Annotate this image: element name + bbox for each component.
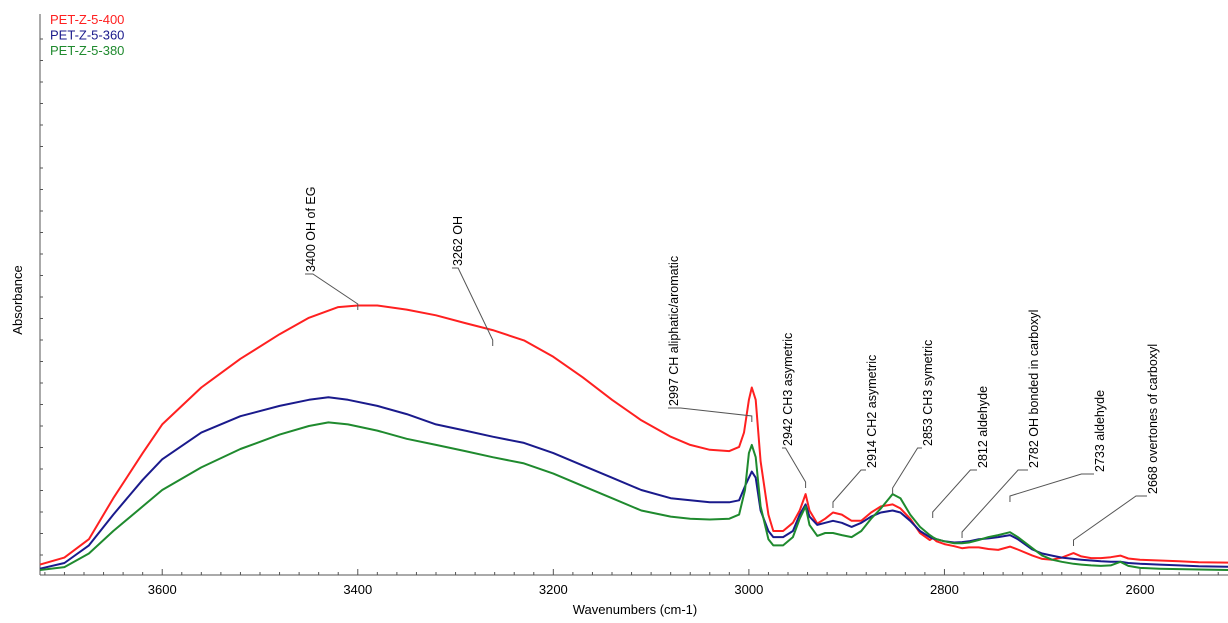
- annotation-label: 2853 CH3 symetric: [921, 340, 935, 446]
- annotation-label: 3400 OH of EG: [304, 187, 318, 272]
- x-tick-label: 3400: [343, 582, 372, 597]
- annotation-label: 2782 OH bonded in carboxyl: [1027, 310, 1041, 468]
- series-line-pet-z-5-360: [39, 396, 1228, 570]
- annotation-label: 2914 CH2 asymetric: [865, 355, 879, 468]
- x-tick-label: 2800: [930, 582, 959, 597]
- x-tick-label: 3000: [734, 582, 763, 597]
- spectra-series: [39, 304, 1228, 571]
- y-axis-title: Absorbance: [10, 265, 25, 334]
- annotation-leader: [305, 273, 359, 310]
- series-line-pet-z-5-400: [39, 304, 1228, 566]
- annotation-leader: [932, 469, 977, 518]
- annotation-leader: [832, 469, 866, 508]
- x-tick-label: 3600: [148, 582, 177, 597]
- annotation-label: 2997 CH aliphatic/aromatic: [667, 256, 681, 406]
- annotation-leader: [452, 267, 494, 346]
- annotation-leader: [668, 407, 753, 422]
- legend-item: PET-Z-5-400: [50, 12, 124, 27]
- axes: 3600 3400 3200 3000 2800 2600: [39, 14, 1228, 597]
- x-axis-title: Wavenumbers (cm-1): [573, 602, 697, 617]
- x-tick-label: 2600: [1126, 582, 1155, 597]
- legend-item: PET-Z-5-360: [50, 28, 124, 43]
- annotation-label: 2942 CH3 asymetric: [781, 333, 795, 446]
- peak-annotations: 3400 OH of EG 3262 OH 2997 CH aliphatic/ar…: [304, 187, 1160, 546]
- annotation-label: 2668 overtones of carboxyl: [1146, 344, 1160, 494]
- annotation-leader: [782, 447, 807, 488]
- legend-item: PET-Z-5-380: [50, 43, 124, 58]
- annotation-leader: [961, 469, 1028, 538]
- annotation-label: 2812 aldehyde: [976, 386, 990, 468]
- series-line-pet-z-5-380: [39, 421, 1228, 571]
- annotation-leader: [1073, 495, 1147, 546]
- x-tick-label: 3200: [539, 582, 568, 597]
- annotation-label: 3262 OH: [451, 216, 465, 266]
- annotation-leader: [1009, 473, 1094, 502]
- annotation-label: 2733 aldehyde: [1093, 390, 1107, 472]
- annotation-leader: [892, 447, 922, 494]
